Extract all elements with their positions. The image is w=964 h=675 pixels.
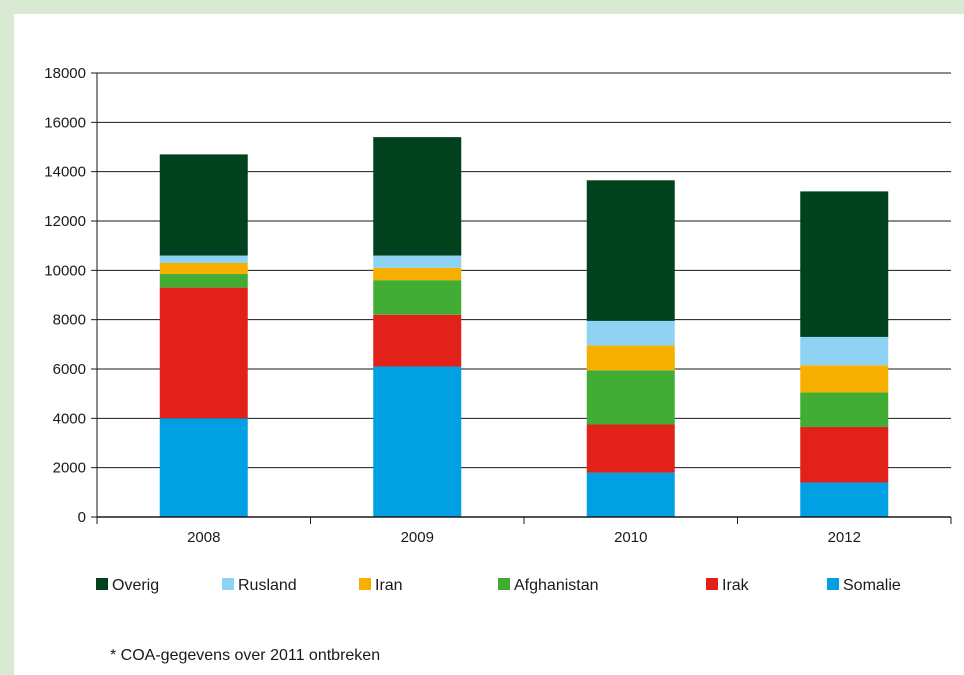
bar-afghanistan-2012 (800, 392, 889, 427)
bar-somalie-2012 (800, 482, 889, 517)
legend: Overig Rusland Iran Afghanistan Irak Somalie (96, 577, 901, 594)
x-tick-label: 2009 (401, 529, 434, 546)
x-tick-label: 2010 (614, 529, 647, 546)
legend-swatch-afghanistan (498, 578, 510, 590)
y-tick-label: 10000 (44, 262, 86, 279)
legend-label-irak: Irak (722, 577, 750, 594)
bar-afghanistan-2010 (586, 370, 675, 425)
y-tick-label: 0 (78, 509, 86, 526)
bar-iran-2009 (373, 267, 462, 281)
y-tick-label: 2000 (53, 460, 86, 477)
bar-overig-2012 (800, 191, 889, 337)
y-tick-label: 8000 (53, 312, 86, 329)
bar-rusland-2009 (373, 255, 462, 268)
bar-irak-2010 (586, 424, 675, 473)
bar-irak-2009 (373, 314, 462, 367)
chart-panel: 0 2000 4000 6000 8000 10000 12000 14000 16000 180… (14, 14, 964, 675)
bar-overig-2010 (586, 180, 675, 321)
stacked-bar-chart: 0 2000 4000 6000 8000 10000 12000 14000 16000 180… (44, 65, 952, 594)
y-tick-label: 16000 (44, 114, 86, 131)
bar-somalie-2008 (159, 418, 248, 517)
bars (159, 137, 889, 517)
legend-label-rusland: Rusland (238, 577, 297, 594)
legend-swatch-rusland (222, 578, 234, 590)
bar-rusland-2012 (800, 336, 889, 366)
bar-somalie-2009 (373, 366, 462, 517)
bar-rusland-2008 (159, 255, 248, 263)
legend-swatch-somalie (827, 578, 839, 590)
legend-label-overig: Overig (112, 577, 159, 594)
legend-label-iran: Iran (375, 577, 403, 594)
bar-irak-2008 (159, 287, 248, 419)
legend-label-afghanistan: Afghanistan (514, 577, 599, 594)
footnote: * COA-gegevens over 2011 ontbreken (110, 647, 381, 664)
legend-swatch-iran (359, 578, 371, 590)
bar-afghanistan-2008 (159, 274, 248, 288)
bar-iran-2008 (159, 262, 248, 275)
bar-overig-2008 (159, 154, 248, 256)
axes: 0 2000 4000 6000 8000 10000 12000 14000 16000 180… (44, 65, 952, 546)
bar-irak-2012 (800, 426, 889, 483)
legend-swatch-irak (706, 578, 718, 590)
y-tick-label: 14000 (44, 164, 86, 181)
bar-iran-2010 (586, 345, 675, 371)
legend-swatch-overig (96, 578, 108, 590)
bar-afghanistan-2009 (373, 280, 462, 315)
x-tick-label: 2012 (828, 529, 861, 546)
bar-iran-2012 (800, 365, 889, 393)
y-tick-label: 18000 (44, 65, 86, 82)
x-tick-label: 2008 (187, 529, 220, 546)
y-tick-label: 12000 (44, 213, 86, 230)
bar-overig-2009 (373, 137, 462, 256)
bar-somalie-2010 (586, 472, 675, 517)
legend-label-somalie: Somalie (843, 577, 901, 594)
y-tick-label: 6000 (53, 361, 86, 378)
y-tick-label: 4000 (53, 410, 86, 427)
bar-rusland-2010 (586, 320, 675, 346)
